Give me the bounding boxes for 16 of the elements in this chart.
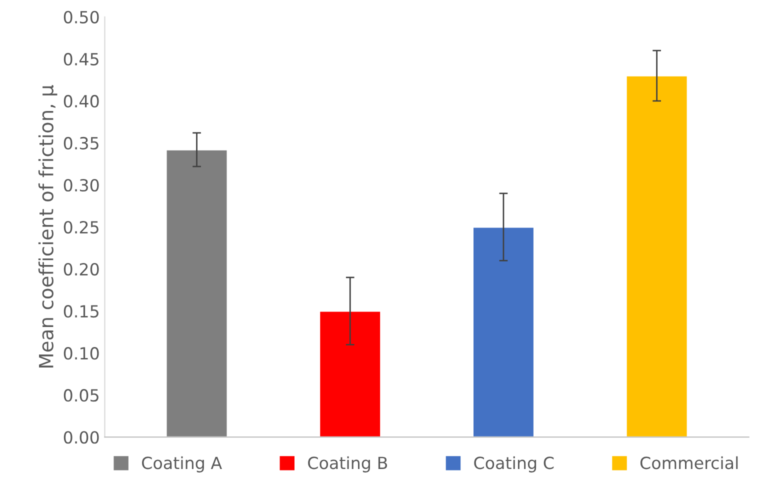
- legend-label: Coating C: [474, 456, 554, 472]
- y-tick-label: 0.15: [64, 305, 98, 318]
- legend-label: Commercial: [640, 456, 738, 470]
- y-tick-label: 0.35: [64, 136, 98, 150]
- y-tick-label: 0.00: [64, 431, 99, 444]
- y-tick-label: 0.45: [64, 52, 98, 66]
- y-tick-label: 0.40: [64, 94, 99, 108]
- y-tick-label: 0.50: [64, 10, 99, 24]
- legend-label: Coating B: [308, 456, 388, 472]
- y-axis-title: Mean coefficient of friction, μ: [38, 85, 58, 368]
- y-tick-label: 0.10: [64, 347, 99, 360]
- y-tick-label: 0.25: [64, 220, 98, 234]
- y-tick-label: 0.05: [64, 389, 98, 402]
- y-tick-label: 0.20: [64, 262, 99, 276]
- y-tick-label: 0.30: [64, 178, 99, 192]
- legend-label: Coating A: [142, 456, 222, 472]
